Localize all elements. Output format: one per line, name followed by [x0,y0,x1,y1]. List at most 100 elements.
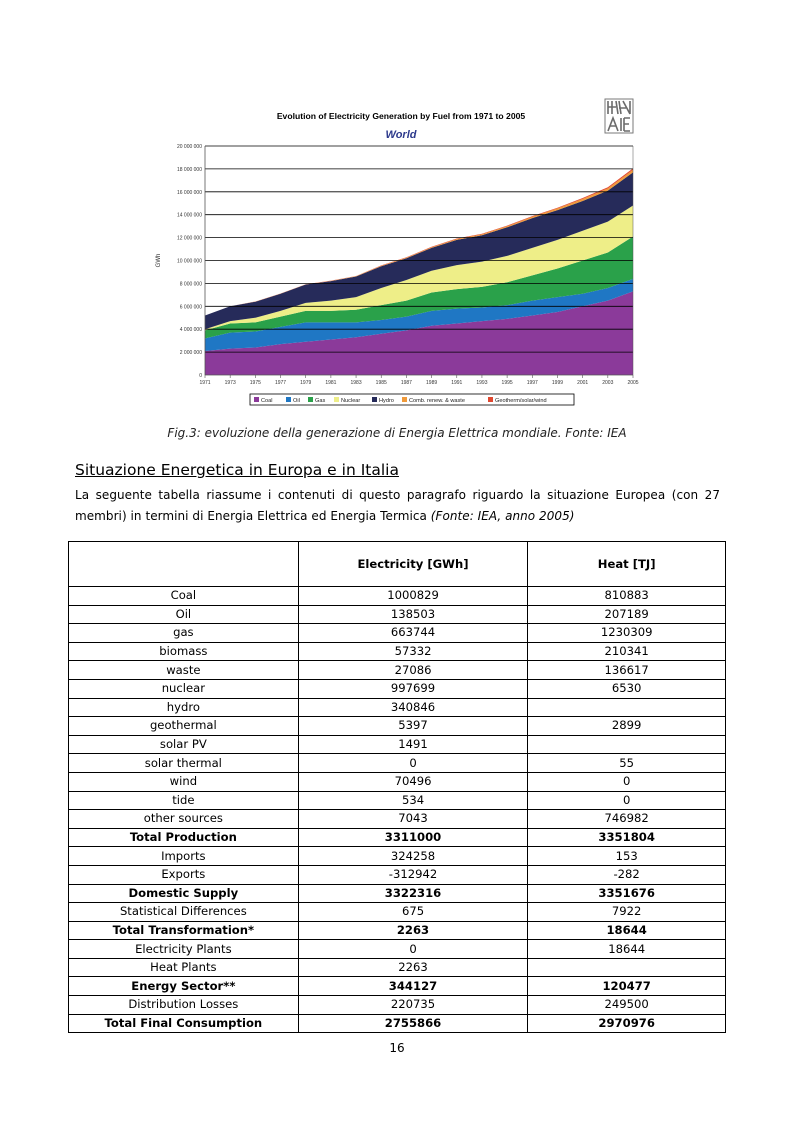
cell-heat: 18644 [527,920,726,941]
cell-label: solar PV [68,734,299,755]
x-tick-label: 1985 [376,380,387,386]
y-tick-label: 18 000 000 [177,167,202,173]
cell-elec: 1491 [297,734,529,755]
cell-heat: 0 [527,790,726,811]
legend-label: Hydro [379,398,394,404]
cell-heat [527,957,726,978]
cell-heat: 2899 [527,716,726,736]
page-number: 16 [389,1041,405,1055]
section-title: Situazione Energetica in Europa e in Ita… [75,461,399,479]
cell-elec: 7043 [297,809,529,829]
cell-label: gas [68,623,299,643]
y-axis-label: GWh [156,254,162,268]
table-row: Total Transformation* 2263 18644 [68,920,726,941]
cell-heat: 18644 [527,939,726,959]
cell-elec: 2755866 [297,1013,529,1034]
y-tick-label: 2 000 000 [180,350,202,356]
cell-elec: 1000829 [297,586,529,606]
x-tick-label: 2003 [602,380,613,386]
cell-elec: 5397 [297,716,529,736]
header-electricity: Electricity [GWh] [297,541,529,587]
cell-heat: 810883 [527,586,726,606]
cell-label: Heat Plants [68,957,299,978]
cell-elec: 220735 [297,995,529,1015]
energy-table: Electricity [GWh] Heat [TJ] Coal 1000829 8… [68,541,726,1034]
area-series-2 [205,236,633,339]
cell-label: solar thermal [68,753,299,773]
cell-heat: 1230309 [527,623,726,643]
x-tick-label: 1981 [325,380,336,386]
cell-elec: 675 [297,902,529,922]
cell-label: Total Transformation* [68,920,299,941]
x-tick-label: 2001 [577,380,588,386]
chart-title: Evolution of Electricity Generation by F… [277,111,526,121]
legend-swatch [308,397,313,402]
cell-heat: 0 [527,771,726,792]
legend-label: Comb. renew. & waste [409,398,465,404]
cell-label: Total Production [68,827,299,848]
table-row: biomass 57332 210341 [68,641,726,662]
y-tick-label: 16 000 000 [177,190,202,196]
cell-elec: 2263 [297,920,529,941]
legend-box [249,393,575,406]
cell-elec: 0 [297,753,529,773]
cell-heat [527,697,726,718]
cell-heat: 2970976 [527,1013,726,1034]
cell-heat: -282 [527,864,726,885]
cell-label: biomass [68,641,299,662]
legend-label: Geotherm/solar/wind [495,398,547,404]
table-row: solar thermal 0 55 [68,753,726,773]
cell-label: Distribution Losses [68,995,299,1015]
y-tick-label: 0 [199,373,202,379]
x-tick-label: 1977 [275,380,286,386]
cell-elec: 663744 [297,623,529,643]
table-row: hydro 340846 [68,697,726,718]
cell-elec: 2263 [297,957,529,978]
chart-svg: Evolution of Electricity Generation by F… [156,111,639,406]
legend-swatch [254,397,259,402]
cell-elec: 27086 [297,660,529,680]
header-label [68,541,299,587]
cell-heat: 136617 [527,660,726,680]
cell-elec: 997699 [297,678,529,699]
table-row: waste 27086 136617 [68,660,726,680]
cell-elec: 3311000 [297,827,529,848]
table-row: Total Production 3311000 3351804 [68,827,726,848]
table-row: solar PV 1491 [68,734,726,755]
y-tick-label: 10 000 000 [177,259,202,265]
table-row: gas 663744 1230309 [68,623,726,643]
x-tick-label: 1997 [527,380,538,386]
table-row: Oil 138503 207189 [68,604,726,625]
cell-label: Coal [68,586,299,606]
table-row: other sources 7043 746982 [68,809,726,829]
cell-heat: 7922 [527,902,726,922]
legend-swatch [286,397,291,402]
cell-label: geothermal [68,716,299,736]
x-tick-label: 2005 [627,380,638,386]
cell-heat: 3351676 [527,883,726,904]
y-tick-label: 8 000 000 [180,281,202,287]
cell-heat: 746982 [527,809,726,829]
area-series-0 [205,291,633,375]
figure-caption: Fig.3: evoluzione della generazione di E… [167,426,627,440]
legend-label: Nuclear [341,398,360,404]
x-tick-label: 1991 [451,380,462,386]
legend-label: Gas [315,398,325,404]
cell-label: tide [68,790,299,811]
cell-heat: 120477 [527,976,726,997]
electricity-generation-chart: Evolution of Electricity Generation by F… [140,98,650,416]
area-series-1 [205,278,633,351]
cell-label: other sources [68,809,299,829]
cell-elec: 0 [297,939,529,959]
x-tick-label: 1979 [300,380,311,386]
x-tick-label: 1975 [250,380,261,386]
cell-label: Domestic Supply [68,883,299,904]
chart-subtitle: World [386,129,417,141]
cell-elec: -312942 [297,864,529,885]
y-tick-label: 4 000 000 [180,327,202,333]
table-row: Statistical Differences 675 7922 [68,902,726,922]
cell-label: nuclear [68,678,299,699]
y-tick-label: 6 000 000 [180,304,202,310]
x-tick-label: 1989 [426,380,437,386]
table-row: Heat Plants 2263 [68,957,726,978]
